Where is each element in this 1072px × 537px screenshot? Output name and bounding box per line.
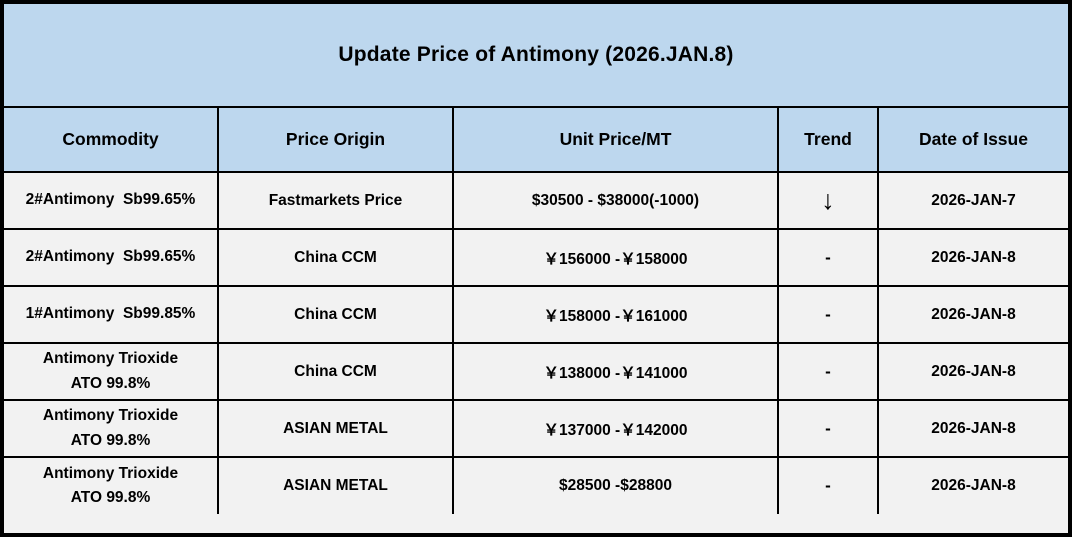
trend-cell: - <box>777 285 879 344</box>
unit-price-cell: ￥138000 -￥141000 <box>452 342 779 401</box>
price-origin-cell: China CCM <box>217 342 454 401</box>
column-header-unit-price: Unit Price/MT <box>452 107 779 173</box>
price-table: Commodity Price Origin Unit Price/MT Tre… <box>4 107 1068 515</box>
date-of-issue-cell: 2026-JAN-8 <box>877 342 1068 401</box>
unit-price-cell: ￥137000 -￥142000 <box>452 399 779 458</box>
commodity-cell: Antimony Trioxide ATO 99.8% <box>4 456 219 515</box>
date-of-issue-cell: 2026-JAN-8 <box>877 285 1068 344</box>
trend-no-change-dash: - <box>825 418 831 438</box>
date-of-issue-cell: 2026-JAN-7 <box>877 171 1068 230</box>
date-of-issue-cell: 2026-JAN-8 <box>877 228 1068 287</box>
table-title-band: Update Price of Antimony (2026.JAN.8) <box>4 4 1068 108</box>
unit-price-cell: ￥156000 -￥158000 <box>452 228 779 287</box>
trend-no-change-dash: - <box>825 476 831 495</box>
trend-cell: - <box>777 342 879 401</box>
date-of-issue-cell: 2026-JAN-8 <box>877 456 1068 515</box>
table-row: 1#Antimony Sb99.85% China CCM ￥158000 -￥… <box>4 285 1068 344</box>
unit-price-cell: ￥158000 -￥161000 <box>452 285 779 344</box>
trend-cell: - <box>777 399 879 458</box>
trend-cell: - <box>777 228 879 287</box>
column-header-price-origin: Price Origin <box>217 107 454 173</box>
commodity-cell: 2#Antimony Sb99.65% <box>4 171 219 230</box>
trend-cell: ↓ <box>777 171 879 230</box>
commodity-cell: Antimony Trioxide ATO 99.8% <box>4 342 219 401</box>
header-row: Commodity Price Origin Unit Price/MT Tre… <box>4 107 1068 173</box>
column-header-trend: Trend <box>777 107 879 173</box>
unit-price-cell: $28500 -$28800 <box>452 456 779 515</box>
price-origin-cell: ASIAN METAL <box>217 456 454 515</box>
column-header-commodity: Commodity <box>4 107 219 173</box>
table-row: 2#Antimony Sb99.65% China CCM ￥156000 -￥… <box>4 228 1068 287</box>
table-row: 2#Antimony Sb99.65% Fastmarkets Price $3… <box>4 171 1068 230</box>
trend-cell: - <box>777 456 879 515</box>
price-origin-cell: Fastmarkets Price <box>217 171 454 230</box>
commodity-cell: Antimony Trioxide ATO 99.8% <box>4 399 219 458</box>
trend-no-change-dash: - <box>825 304 831 324</box>
date-of-issue-cell: 2026-JAN-8 <box>877 399 1068 458</box>
commodity-cell: 1#Antimony Sb99.85% <box>4 285 219 344</box>
trend-no-change-dash: - <box>825 247 831 267</box>
table-row: Antimony Trioxide ATO 99.8% ASIAN METAL … <box>4 399 1068 458</box>
commodity-cell: 2#Antimony Sb99.65% <box>4 228 219 287</box>
trend-no-change-dash: - <box>825 361 831 381</box>
trend-down-arrow-icon: ↓ <box>821 185 835 215</box>
table-row: Antimony Trioxide ATO 99.8% ASIAN METAL … <box>4 456 1068 515</box>
price-origin-cell: ASIAN METAL <box>217 399 454 458</box>
price-origin-cell: China CCM <box>217 228 454 287</box>
price-origin-cell: China CCM <box>217 285 454 344</box>
unit-price-cell: $30500 - $38000(-1000) <box>452 171 779 230</box>
column-header-date-of-issue: Date of Issue <box>877 107 1068 173</box>
page-title: Update Price of Antimony (2026.JAN.8) <box>338 43 734 66</box>
table-row: Antimony Trioxide ATO 99.8% China CCM ￥1… <box>4 342 1068 401</box>
